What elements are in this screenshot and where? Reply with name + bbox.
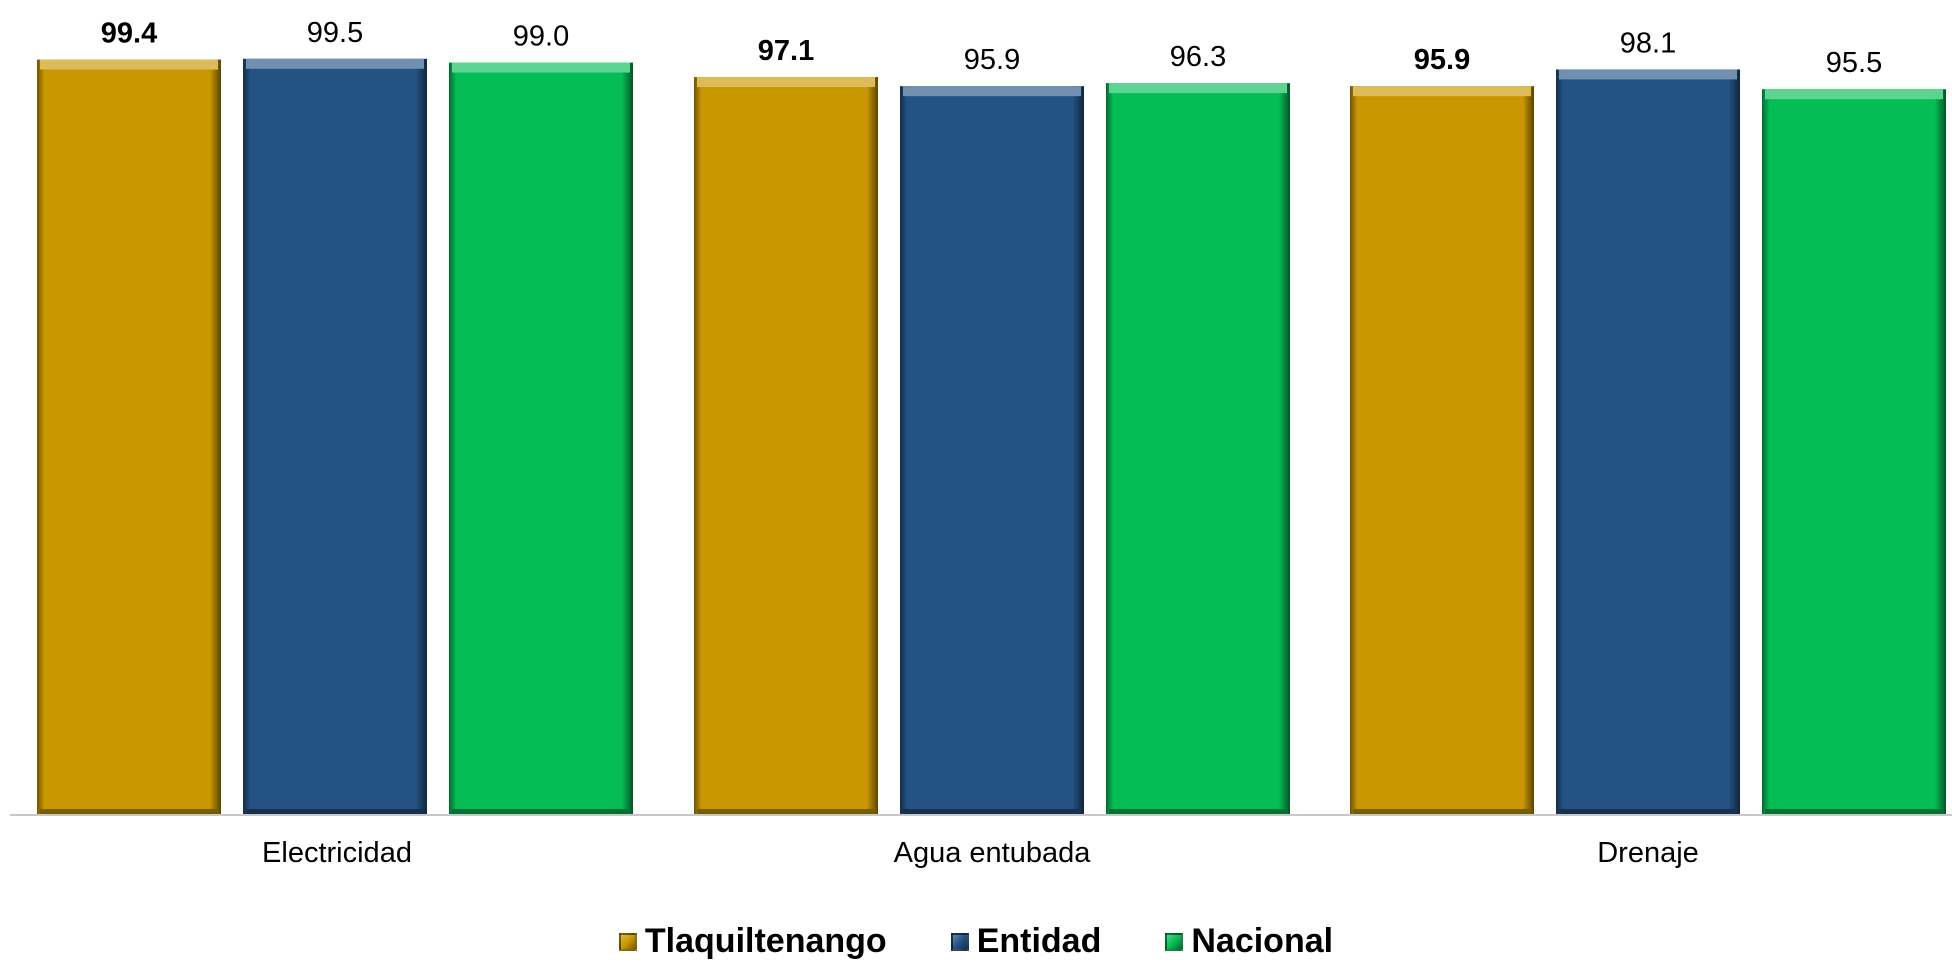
category-labels-group: Electricidad Agua entubada Drenaje	[262, 837, 1699, 869]
bar-bottom-bevel	[697, 809, 875, 815]
data-label: 98.1	[1620, 27, 1676, 59]
legend-label: Nacional	[1191, 922, 1334, 960]
bar-bottom-bevel	[1765, 809, 1943, 815]
legend-item: Nacional	[1165, 922, 1333, 961]
bar-entidad-drenaje	[1556, 69, 1740, 815]
data-label: 99.4	[101, 18, 157, 50]
bar-bottom-bevel	[246, 809, 424, 815]
bar-top-bevel	[452, 62, 630, 73]
bar-top-bevel	[1353, 86, 1531, 97]
data-label: 95.9	[1414, 44, 1470, 76]
category-label: Drenaje	[1597, 837, 1699, 869]
bar-chart: 99.4 97.1 95.9 99.5 95.9 98.1 99.0 96.3 95.5 Ele…	[10, 17, 1952, 869]
legend-item: Entidad	[950, 922, 1102, 961]
data-label: 95.5	[1826, 47, 1882, 79]
bar-top-bevel	[697, 77, 875, 88]
data-label: 97.1	[758, 35, 814, 67]
bar-bottom-bevel	[40, 809, 218, 815]
legend-swatch	[618, 932, 637, 951]
bar-top-bevel	[1109, 83, 1287, 94]
legend-swatch	[1165, 932, 1184, 951]
data-label: 95.9	[964, 44, 1020, 76]
data-label: 96.3	[1170, 41, 1226, 73]
value-labels-group: 99.4 97.1 95.9 99.5 95.9 98.1 99.0 96.3 95.5	[101, 17, 1882, 79]
legend-label: Entidad	[976, 922, 1102, 960]
data-label: 99.0	[513, 21, 569, 53]
legend-swatch	[950, 932, 969, 951]
bars-group	[37, 58, 1946, 816]
bar-entidad-electricidad	[243, 58, 427, 816]
legend-label: Tlaquiltenango	[644, 922, 887, 960]
bar-nacional-drenaje	[1762, 89, 1946, 815]
category-label: Electricidad	[262, 837, 412, 869]
bar-tlaquiltenango-agua-entubada	[694, 77, 878, 816]
data-label: 99.5	[307, 17, 363, 49]
category-label: Agua entubada	[894, 837, 1092, 869]
bar-top-bevel	[903, 86, 1081, 97]
bar-bottom-bevel	[1353, 809, 1531, 815]
bar-top-bevel	[1559, 69, 1737, 80]
bar-entidad-agua-entubada	[900, 86, 1084, 815]
legend: Tlaquiltenango Entidad Nacional	[0, 922, 1952, 961]
bar-bottom-bevel	[452, 809, 630, 815]
bar-tlaquiltenango-drenaje	[1350, 86, 1534, 815]
bar-top-bevel	[40, 59, 218, 70]
bar-nacional-agua-entubada	[1106, 83, 1290, 816]
bar-bottom-bevel	[1559, 809, 1737, 815]
bar-top-bevel	[1765, 89, 1943, 100]
bar-top-bevel	[246, 58, 424, 69]
bar-nacional-electricidad	[449, 62, 633, 816]
bar-bottom-bevel	[1109, 809, 1287, 815]
legend-item: Tlaquiltenango	[618, 922, 887, 961]
bar-tlaquiltenango-electricidad	[37, 59, 221, 816]
bar-bottom-bevel	[903, 809, 1081, 815]
